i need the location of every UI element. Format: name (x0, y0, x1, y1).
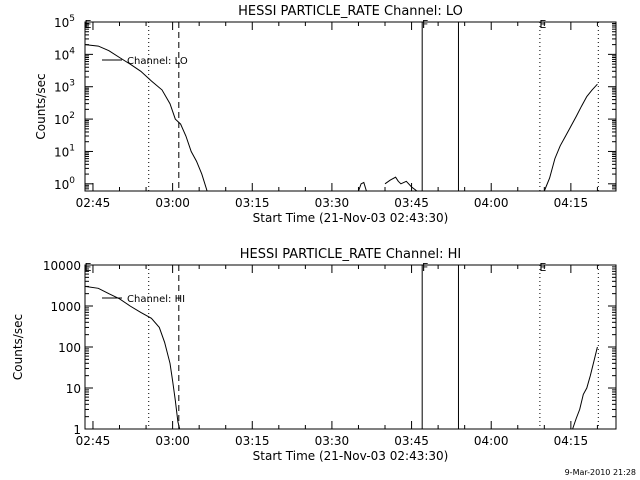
series-line (543, 83, 598, 192)
marker-label: F (422, 261, 428, 274)
footer-timestamp: 9-Mar-2010 21:28 (565, 468, 636, 477)
x-tick-label: 04:15 (554, 434, 589, 448)
y-tick-label: 10 (66, 382, 81, 396)
plot-frame (84, 264, 617, 430)
panel-channel-lo: HESSI PARTICLE_RATE Channel: LO Start Tim… (34, 4, 617, 225)
panel-channel-hi: HESSI PARTICLE_RATE Channel: HI Start Tim… (11, 247, 617, 463)
legend-label: Channel: HI (127, 294, 185, 305)
y-tick-label: 103 (54, 79, 75, 95)
series-line (84, 285, 181, 430)
y-tick-label: 102 (54, 111, 75, 127)
plot-frame (84, 21, 617, 192)
chart-title: HESSI PARTICLE_RATE Channel: LO (238, 4, 463, 19)
x-tick-label: 03:45 (394, 196, 429, 210)
y-tick-label: 1000 (50, 300, 81, 314)
series-line (384, 176, 418, 192)
x-tick-label: 03:15 (235, 434, 270, 448)
y-tick-label: 105 (54, 14, 75, 30)
marker-label: E (539, 261, 546, 274)
x-tick-label: 04:15 (554, 196, 589, 210)
x-axis-label: Start Time (21-Nov-03 02:43:30) (253, 449, 449, 463)
x-tick-label: 03:30 (315, 434, 350, 448)
y-tick-label: 1 (73, 423, 81, 437)
legend-label: Channel: LO (127, 56, 188, 67)
x-tick-label: 02:45 (76, 196, 111, 210)
series-line (84, 44, 208, 192)
x-tick-label: 02:45 (76, 434, 111, 448)
marker-label: E (85, 18, 92, 31)
y-tick-label: 104 (54, 46, 75, 62)
marker-label: E (85, 261, 92, 274)
marker-label: E (539, 18, 546, 31)
y-tick-label: 100 (54, 176, 75, 192)
series-line (358, 181, 367, 192)
y-tick-label: 10000 (43, 259, 81, 273)
x-tick-label: 04:00 (474, 434, 509, 448)
x-axis-label: Start Time (21-Nov-03 02:43:30) (253, 211, 449, 225)
x-tick-label: 03:15 (235, 196, 270, 210)
x-tick-label: 03:45 (394, 434, 429, 448)
x-tick-label: 04:00 (474, 196, 509, 210)
x-tick-label: 03:00 (155, 196, 190, 210)
marker-label: F (422, 18, 428, 31)
y-tick-label: 100 (58, 341, 81, 355)
x-tick-label: 03:30 (315, 196, 350, 210)
y-axis-label: Counts/sec (34, 73, 48, 139)
series-line (572, 346, 598, 430)
x-tick-label: 03:00 (155, 434, 190, 448)
chart-title: HESSI PARTICLE_RATE Channel: HI (240, 247, 461, 262)
y-axis-label: Counts/sec (11, 314, 25, 380)
y-tick-label: 101 (54, 143, 75, 159)
